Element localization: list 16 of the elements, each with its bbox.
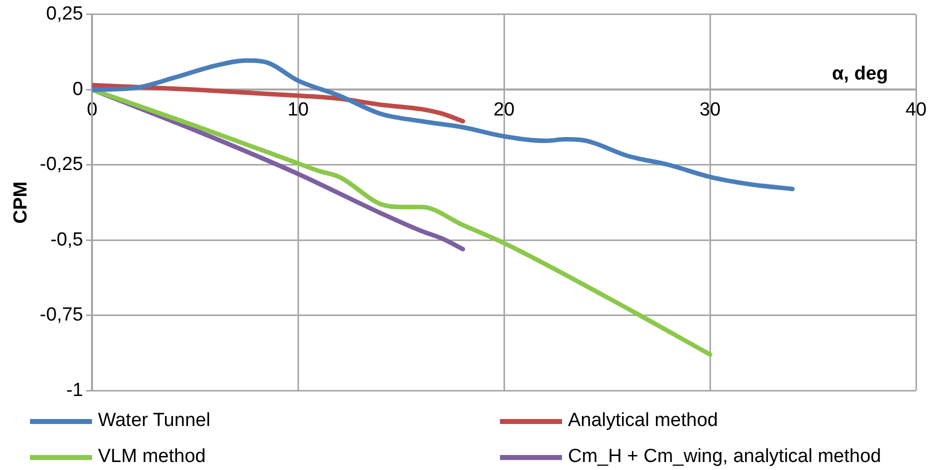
x-tick-label: 30 xyxy=(699,99,721,120)
legend-label: Water Tunnel xyxy=(98,410,210,432)
y-axis-title: CPM xyxy=(10,181,32,224)
x-axis-title: α, deg xyxy=(832,63,888,84)
x-tick-label: 20 xyxy=(493,99,515,120)
y-tick-label: -0,5 xyxy=(50,229,84,250)
legend-label: Cm_H + Cm_wing, analytical method xyxy=(568,446,882,468)
y-tick-label: -0,25 xyxy=(40,154,84,176)
x-tick-label: 10 xyxy=(288,99,309,120)
legend-label: Analytical method xyxy=(568,410,718,432)
y-tick-label: -1 xyxy=(66,380,84,401)
x-tick-label: 40 xyxy=(905,99,927,120)
y-tick-label: -0,75 xyxy=(40,304,84,326)
y-tick-label: 0 xyxy=(72,78,84,100)
y-tick-label: 0,25 xyxy=(46,4,84,25)
legend-label: VLM method xyxy=(98,446,206,468)
